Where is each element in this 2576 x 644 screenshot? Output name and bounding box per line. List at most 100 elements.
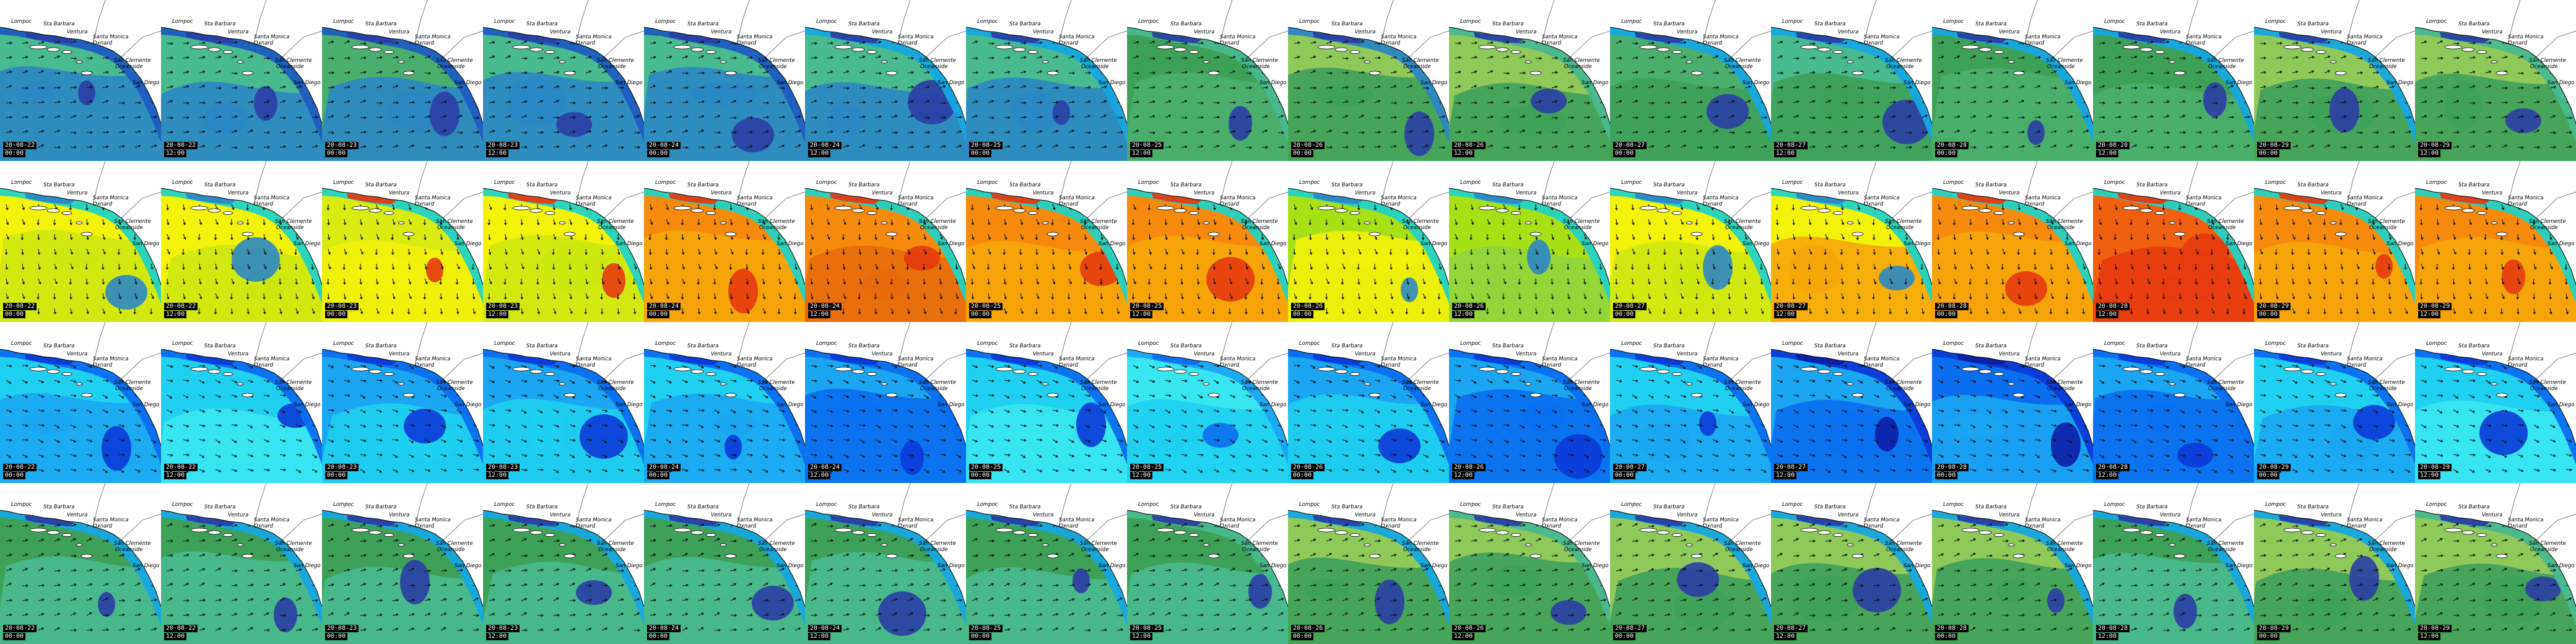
wind-arrow-head [230, 222, 233, 226]
wind-arrow-head [1405, 311, 1409, 315]
wind-arrow [1100, 278, 1102, 285]
wind-arrow-head [25, 130, 28, 133]
place-label-san-diego: San Diego [616, 241, 643, 247]
boundary-line [1863, 0, 1932, 58]
wind-arrow [2517, 116, 2523, 118]
wind-arrow [1728, 219, 1730, 225]
wind-arrow-head [2247, 115, 2250, 119]
island [1208, 71, 1220, 76]
wind-arrow-head [907, 311, 910, 315]
boundary-line [92, 161, 161, 219]
wind-arrow [311, 308, 315, 314]
wind-arrow-head [359, 282, 363, 285]
wind-arrow [2276, 131, 2282, 133]
wind-arrow [907, 72, 914, 74]
wind-arrow-head [2166, 40, 2170, 44]
wind-arrow-head [1567, 222, 1570, 225]
wind-arrow-head [251, 115, 254, 118]
wind-arrow-head [943, 130, 946, 134]
wind-arrow-head [1684, 115, 1687, 119]
wind-arrow-head [911, 100, 914, 103]
place-label-oxnard: Oxnard [2347, 40, 2367, 46]
wind-arrow [1100, 233, 1103, 240]
wind-arrow-head [1229, 267, 1232, 270]
wind-arrow [1358, 86, 1364, 89]
contour-peak [1882, 100, 1931, 144]
wind-arrow-head [826, 267, 829, 271]
wind-arrow-head [863, 55, 866, 59]
contour-peak [78, 80, 95, 105]
wind-arrow [328, 233, 330, 240]
wind-arrow-head [359, 267, 362, 271]
wind-arrow-head [2505, 115, 2508, 119]
wind-arrow-head [2247, 144, 2250, 147]
wind-arrow [247, 55, 253, 59]
channel-contour [1152, 32, 1201, 43]
wind-arrow [1744, 233, 1747, 240]
wind-arrow [649, 233, 651, 240]
wind-arrow [1728, 115, 1734, 118]
wind-arrow [328, 263, 331, 269]
wind-arrow-head [439, 282, 443, 285]
frame-date: 20-08-24 [808, 142, 842, 149]
wind-arrow-head [830, 116, 834, 119]
wind-arrow [247, 87, 254, 89]
wind-arrow-head [122, 145, 125, 148]
wind-arrow [37, 219, 39, 225]
wind-arrow-head [653, 115, 656, 119]
wind-arrow [988, 248, 991, 255]
wind-arrow-head [246, 207, 249, 211]
wind-arrow [537, 248, 540, 255]
wind-arrow [1149, 101, 1155, 103]
wind-arrow-head [428, 86, 432, 90]
wind-arrow-head [1453, 252, 1457, 256]
wind-arrow [875, 41, 881, 44]
contour-peak [1404, 111, 1434, 156]
frame-date: 20-08-29 [2418, 142, 2452, 149]
wind-arrow-head [444, 71, 448, 75]
wind-arrow-head [2151, 71, 2154, 75]
wind-arrow-head [2054, 86, 2058, 90]
wind-arrow [2260, 86, 2266, 89]
map-frame: Lompoc Sta Barbara Ventura Santa Monica Oxna… [1771, 0, 1932, 161]
wind-arrow-head [106, 85, 109, 89]
wind-arrow-head [106, 145, 109, 149]
wind-arrow-head [2102, 85, 2105, 88]
wind-arrow-head [279, 297, 282, 300]
wind-arrow [714, 233, 716, 240]
map-frame: Lompoc Sta Barbara Ventura Santa Monica Oxna… [805, 0, 966, 161]
wind-arrow [1004, 146, 1010, 148]
wind-arrow-head [1281, 115, 1284, 118]
wind-arrow [70, 233, 72, 240]
wind-arrow-head [954, 311, 957, 315]
island [1012, 208, 1026, 213]
wind-arrow-head [2151, 146, 2154, 149]
wind-arrow [167, 219, 169, 225]
wind-arrow [505, 55, 511, 59]
wind-arrow-head [666, 296, 669, 300]
wind-arrow [666, 219, 669, 225]
land-mass [1127, 161, 1288, 285]
place-label-san-diego: San Diego [938, 80, 965, 86]
wind-arrow-head [230, 252, 234, 255]
wind-arrow-head [1519, 252, 1522, 255]
wind-arrow-head [1120, 116, 1124, 120]
wind-arrow-head [74, 146, 77, 149]
wind-arrow-head [1056, 115, 1059, 118]
wind-arrow-head [20, 237, 24, 241]
wind-arrow-head [1523, 100, 1526, 103]
island [1042, 221, 1049, 225]
wind-arrow [1406, 293, 1409, 299]
wind-arrow-head [472, 311, 476, 315]
wind-arrow [247, 129, 253, 133]
wind-arrow-head [1502, 311, 1505, 315]
wind-arrow-head [1003, 267, 1006, 271]
wind-arrow [1342, 293, 1344, 300]
wind-arrow [2099, 85, 2105, 89]
wind-arrow-head [74, 100, 77, 103]
frame-date: 20-08-23 [325, 303, 359, 310]
wind-arrow [2211, 71, 2217, 74]
wind-arrow [1100, 100, 1107, 103]
wind-arrow [456, 86, 463, 89]
wind-arrow [1261, 129, 1268, 133]
